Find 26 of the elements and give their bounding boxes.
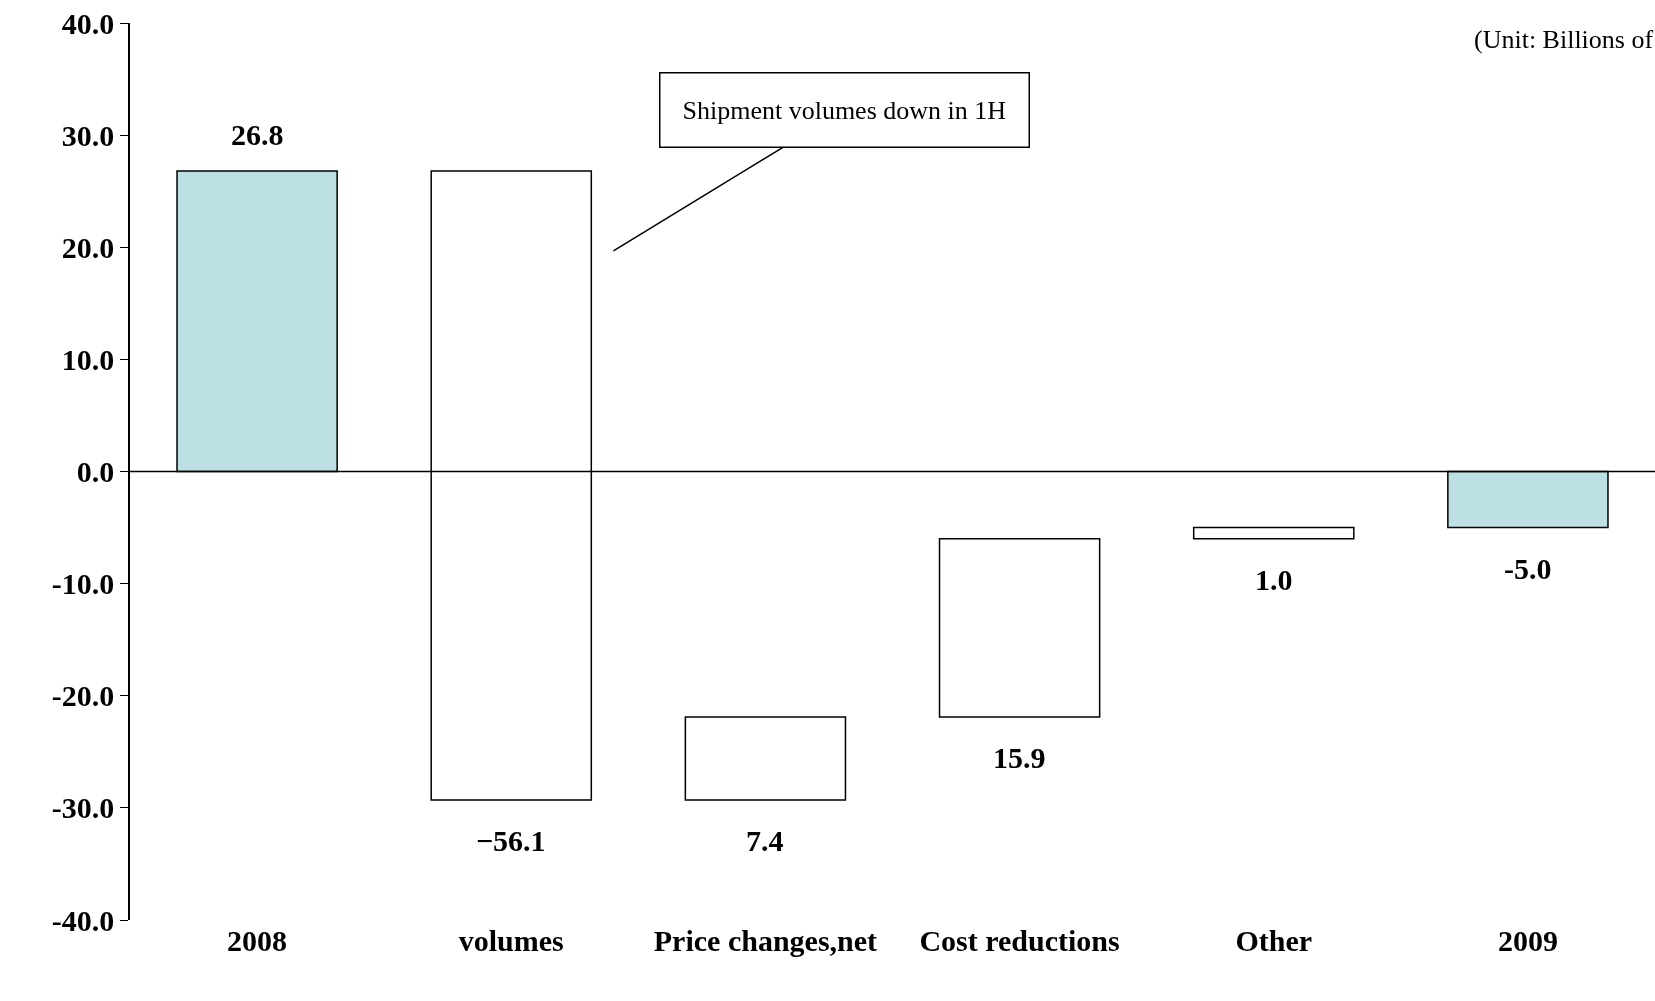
x-tick-label: Cost reductions — [919, 924, 1120, 957]
data-label: 1.0 — [1255, 563, 1293, 596]
data-label: 15.9 — [993, 741, 1046, 774]
y-tick-label: 10.0 — [61, 342, 115, 376]
y-tick-label: 40.0 — [61, 6, 115, 40]
data-label: -5.0 — [1504, 552, 1552, 585]
x-tick-label: 2009 — [1497, 924, 1558, 957]
x-tick-label: 2008 — [227, 924, 288, 957]
bar — [684, 716, 847, 801]
y-tick-label: 30.0 — [61, 118, 115, 152]
x-tick-label: volumes — [458, 924, 564, 957]
bar — [1192, 526, 1355, 540]
x-tick-label: Other — [1235, 924, 1313, 957]
annotation: (Unit: Billions of — [1474, 25, 1654, 54]
y-tick-label: -30.0 — [51, 791, 115, 825]
data-label: −56.1 — [476, 824, 546, 857]
y-tick-label: -40.0 — [51, 903, 115, 937]
y-tick-label: -20.0 — [51, 679, 115, 713]
bar — [938, 538, 1101, 718]
y-tick-label: -10.0 — [51, 567, 115, 601]
x-tick-label: Price changes,net — [653, 924, 878, 957]
y-tick-label: 20.0 — [61, 230, 115, 264]
annotation: Shipment volumes down in 1H — [682, 95, 1007, 125]
y-tick-label: 0.0 — [76, 455, 115, 488]
data-label: 7.4 — [746, 824, 784, 857]
data-label: 26.8 — [231, 118, 284, 151]
